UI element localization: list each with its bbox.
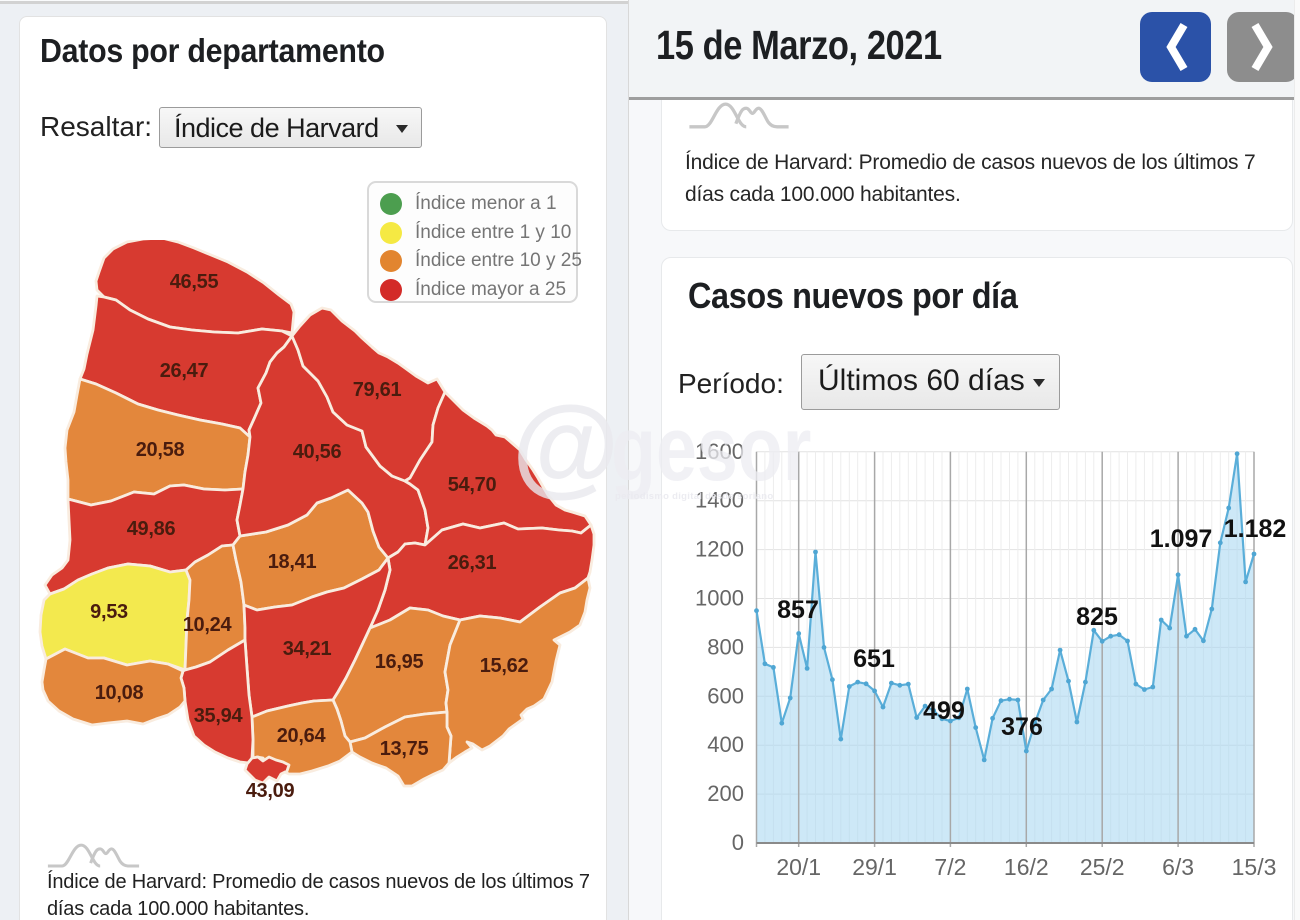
svg-text:10,24: 10,24 [183,614,233,636]
svg-text:7/2: 7/2 [934,854,966,880]
svg-text:16/2: 16/2 [1004,854,1049,880]
svg-text:1000: 1000 [695,586,744,611]
svg-text:26,47: 26,47 [160,360,209,382]
svg-text:1.097: 1.097 [1150,525,1213,553]
svg-text:46,55: 46,55 [170,271,219,293]
svg-text:857: 857 [777,596,819,624]
svg-text:200: 200 [707,781,744,806]
svg-text:16,95: 16,95 [375,651,424,673]
svg-text:20,58: 20,58 [136,439,185,461]
svg-text:1200: 1200 [695,537,744,562]
svg-text:18,41: 18,41 [268,551,317,573]
svg-text:40,56: 40,56 [293,441,342,463]
svg-text:34,21: 34,21 [283,638,332,660]
svg-text:20/1: 20/1 [776,854,821,880]
svg-text:800: 800 [707,634,744,659]
svg-text:600: 600 [707,683,744,708]
svg-text:1400: 1400 [695,488,744,513]
svg-text:13,75: 13,75 [380,738,429,760]
svg-text:376: 376 [1001,713,1043,741]
svg-text:35,94: 35,94 [194,705,244,727]
svg-text:1600: 1600 [695,439,744,464]
svg-text:20,64: 20,64 [277,725,327,747]
svg-text:6/3: 6/3 [1162,854,1194,880]
svg-text:25/2: 25/2 [1080,854,1125,880]
svg-text:15/3: 15/3 [1232,854,1277,880]
svg-text:0: 0 [732,830,744,855]
svg-text:15,62: 15,62 [480,655,529,677]
svg-text:825: 825 [1076,603,1118,631]
svg-text:43,09: 43,09 [246,780,295,802]
svg-text:9,53: 9,53 [90,601,128,623]
svg-text:651: 651 [853,645,895,673]
svg-text:79,61: 79,61 [353,379,402,401]
svg-text:29/1: 29/1 [852,854,897,880]
svg-text:54,70: 54,70 [448,474,497,496]
svg-text:26,31: 26,31 [448,552,497,574]
svg-text:1.182: 1.182 [1224,515,1287,543]
svg-text:400: 400 [707,732,744,757]
svg-text:499: 499 [923,697,965,725]
svg-text:10,08: 10,08 [95,682,144,704]
svg-text:49,86: 49,86 [127,518,176,540]
